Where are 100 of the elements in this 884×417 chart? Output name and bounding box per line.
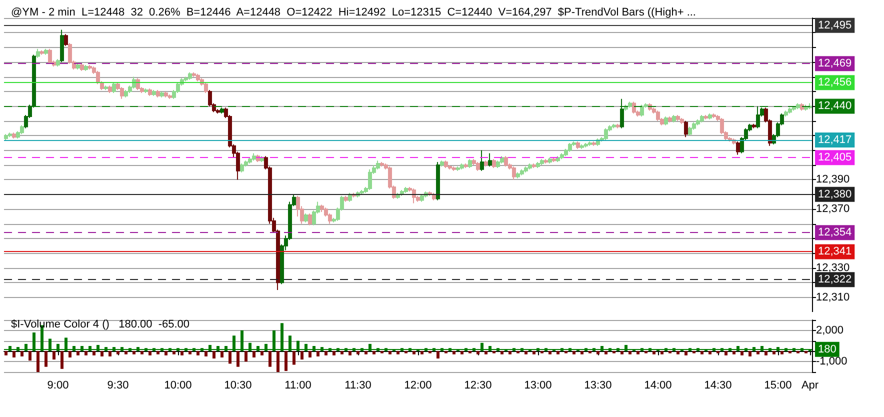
- candlestick: [8, 132, 12, 138]
- candlestick: [528, 163, 532, 170]
- candlestick: [444, 160, 448, 168]
- bar: [212, 351, 216, 358]
- candlestick: [792, 106, 796, 112]
- candlestick: [488, 152, 492, 167]
- bar: [684, 351, 688, 356]
- candlestick: [540, 158, 544, 166]
- candlestick: [48, 48, 52, 64]
- x-tick-label: 14:30: [704, 380, 732, 392]
- candlestick: [616, 123, 620, 129]
- x-tick-label: 9:00: [47, 380, 69, 392]
- candlestick: [420, 194, 424, 202]
- candlestick: [628, 101, 632, 108]
- bar: [780, 351, 784, 354]
- bar: [348, 351, 352, 356]
- candlestick: [56, 58, 60, 68]
- candlestick: [468, 158, 472, 168]
- x-tick-label: 11:30: [344, 380, 372, 392]
- bar: [220, 351, 224, 358]
- candlestick: [192, 72, 196, 78]
- bar: [36, 351, 40, 372]
- bar: [76, 351, 80, 356]
- bar: [244, 351, 248, 362]
- candlestick: [476, 162, 480, 172]
- bar: [708, 351, 712, 354]
- candlestick: [304, 213, 308, 223]
- bar: [268, 351, 272, 367]
- bar: [636, 351, 640, 354]
- candlestick: [20, 124, 24, 135]
- bar: [372, 351, 376, 354]
- candlestick: [516, 172, 520, 179]
- bar: [484, 351, 488, 354]
- bar: [308, 351, 312, 358]
- bar: [148, 351, 152, 356]
- candlestick: [696, 118, 700, 126]
- candlestick: [800, 102, 804, 112]
- candlestick: [704, 114, 708, 120]
- y-tick-label: 12,370: [816, 203, 850, 216]
- candlestick: [152, 90, 156, 96]
- x-tick-label: 11:00: [284, 380, 312, 392]
- candlestick: [804, 104, 808, 112]
- candlestick: [144, 88, 148, 94]
- candlestick: [148, 88, 152, 96]
- candlestick: [188, 72, 192, 80]
- candlestick: [164, 91, 168, 98]
- candlestick: [548, 157, 552, 164]
- chart-title: @YM - 2 min L=12448 32 0.26% B=12446 A=12448 O=12422 Hi=12492 Lo=12315 C=12440 V=164,297 $P-TrendVol Bars ((High+ ...: [11, 6, 696, 18]
- candlestick: [612, 123, 616, 129]
- bar: [724, 351, 728, 356]
- bar: [772, 351, 776, 354]
- bar: [260, 351, 264, 356]
- bar: [132, 351, 136, 354]
- candlestick: [496, 160, 500, 168]
- candlestick: [80, 63, 84, 72]
- candlestick: [184, 76, 188, 82]
- bar: [188, 351, 192, 354]
- bar: [764, 351, 768, 356]
- bar: [12, 351, 16, 358]
- y-tick-label: 12,330: [816, 262, 850, 274]
- ref-line-label: 12,440: [818, 100, 852, 112]
- bar: [756, 351, 760, 354]
- candlestick: [252, 152, 256, 162]
- candlestick: [712, 113, 716, 118]
- bar: [292, 351, 296, 365]
- bar: [500, 351, 504, 354]
- candlestick: [88, 64, 92, 70]
- candlestick: [196, 73, 200, 82]
- bar: [172, 351, 176, 354]
- bar: [532, 351, 536, 354]
- bar: [340, 351, 344, 354]
- candlestick: [448, 164, 452, 170]
- candlestick: [500, 156, 504, 164]
- bar: [196, 351, 200, 356]
- bar: [652, 351, 656, 354]
- bar: [180, 351, 184, 356]
- candlestick: [680, 117, 684, 124]
- candlestick: [796, 102, 800, 110]
- ref-line-label: 12,417: [818, 134, 852, 146]
- bar: [452, 351, 456, 354]
- candlestick: [4, 134, 8, 141]
- candlestick: [240, 163, 244, 173]
- ref-line-label: 12,322: [818, 274, 852, 286]
- x-tick-label: 14:00: [644, 380, 672, 392]
- bar: [460, 351, 464, 354]
- ref-line-label: 12,456: [818, 76, 852, 89]
- bar: [620, 351, 624, 354]
- x-tick-label: 12:00: [404, 380, 432, 392]
- bar: [108, 351, 112, 356]
- candlestick: [580, 144, 584, 150]
- x-tick-label: 15:00: [764, 380, 792, 392]
- x-tick-label: Apr: [801, 380, 819, 392]
- bar: [236, 351, 240, 367]
- y-tick-label: -1,000: [816, 356, 848, 368]
- candlestick: [536, 162, 540, 168]
- candlestick: [204, 82, 208, 94]
- bar: [748, 351, 752, 356]
- candlestick: [120, 86, 124, 100]
- candlestick: [584, 142, 588, 148]
- candlestick: [436, 162, 440, 201]
